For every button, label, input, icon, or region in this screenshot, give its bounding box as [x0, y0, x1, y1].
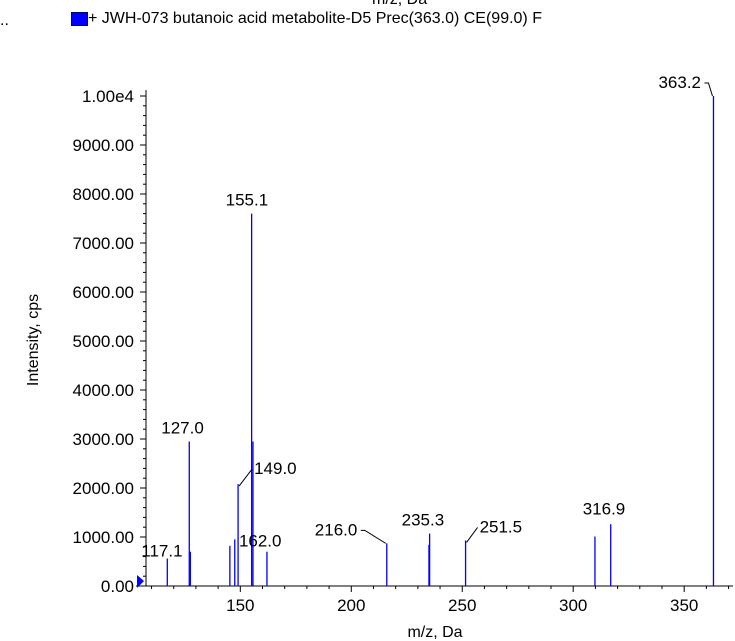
y-tick-label: 9000.00	[73, 136, 134, 155]
peak-label: 235.3	[402, 511, 445, 530]
y-tick-label: 3000.00	[73, 430, 134, 449]
y-tick-label: 4000.00	[73, 381, 134, 400]
peak-label: 149.0	[254, 459, 297, 478]
x-tick-label: 150	[226, 596, 254, 615]
peak-label: 127.0	[161, 418, 204, 437]
x-tick-label: 300	[559, 596, 587, 615]
y-tick-label: 5000.00	[73, 332, 134, 351]
peak-label: 363.2	[658, 73, 701, 92]
y-axis-label: Intensity, cps	[25, 294, 42, 386]
peak-labels: 363.2 155.1 127.0 149.0 117.1 162.0 216.0 235.3…	[141, 73, 713, 561]
legend-ellipsis: ..	[0, 12, 9, 29]
truncated-axis-title: m/z, Da	[372, 0, 427, 9]
y-tick-label: 1000.00	[73, 528, 134, 547]
legend-label: + JWH-073 butanoic acid metabolite-D5 Pr…	[88, 10, 542, 27]
x-tick-label: 200	[337, 596, 365, 615]
y-tick-label: 8000.00	[73, 185, 134, 204]
y-tick-label: 1.00e4	[82, 87, 134, 106]
peak-label-leader	[360, 529, 387, 544]
baseline-marker	[137, 575, 144, 588]
peak-label: 216.0	[315, 520, 358, 539]
y-tick-label: 0.00	[101, 577, 134, 596]
y-tick-label: 2000.00	[73, 479, 134, 498]
x-tick-label: 350	[670, 596, 698, 615]
peak-label-leader	[466, 527, 478, 543]
peak-label-leader	[238, 468, 253, 487]
peak-label: 162.0	[239, 532, 282, 551]
axes: 0.00 1000.00 2000.00 3000.00 4000.00 5000.00 6…	[73, 87, 733, 615]
peak-label: 251.5	[480, 517, 523, 536]
y-tick-label: 6000.00	[73, 283, 134, 302]
x-axis-label: m/z, Da	[407, 624, 462, 641]
peak-label: 117.1	[141, 542, 182, 561]
peak-label: 155.1	[226, 191, 269, 210]
x-tick-label: 250	[448, 596, 476, 615]
peak-label-leader	[704, 82, 713, 97]
legend-swatch	[71, 12, 88, 26]
peaks	[166, 96, 715, 586]
y-tick-label: 7000.00	[73, 234, 134, 253]
peak-label: 316.9	[583, 499, 626, 518]
